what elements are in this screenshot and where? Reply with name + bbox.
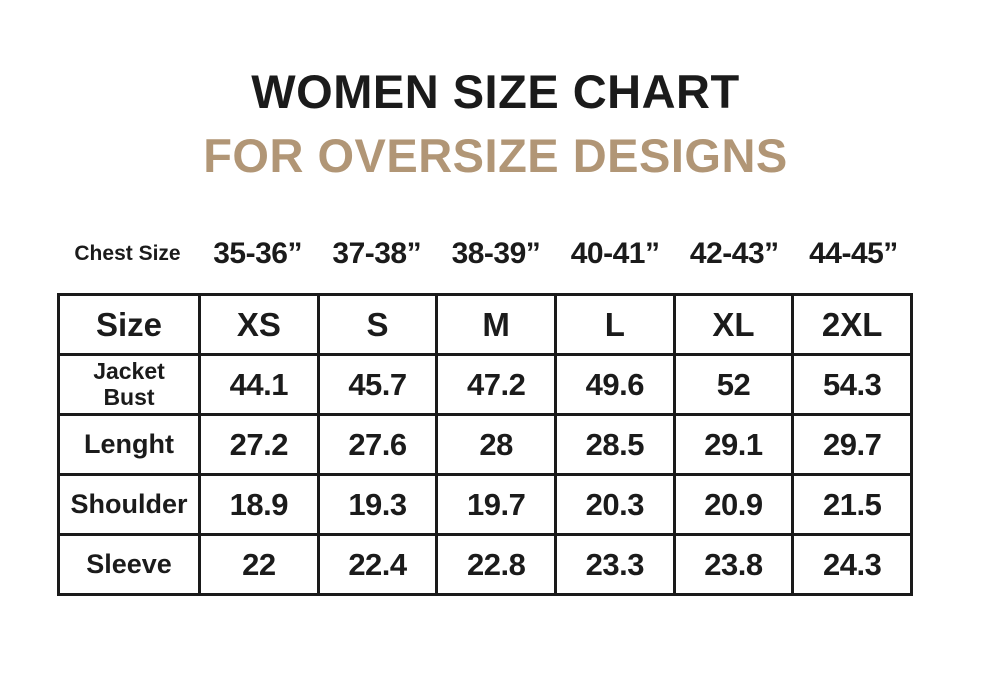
data-cell: 18.9 xyxy=(198,473,320,536)
chest-size-value-m: 38-39” xyxy=(451,237,541,270)
row-label-shoulder: Shoulder xyxy=(57,473,201,536)
table-row-lenght: Lenght 27.2 27.6 28 28.5 29.1 29.7 xyxy=(57,413,913,476)
table-row-shoulder: Shoulder 18.9 19.3 19.7 20.3 20.9 21.5 xyxy=(57,473,913,536)
row-label-sleeve: Sleeve xyxy=(57,533,201,596)
size-table: Size XS S M L XL 2XL Jacket Bust 44.1 45… xyxy=(57,293,913,596)
data-cell: 47.2 xyxy=(435,353,557,416)
chest-size-value-l: 40-41” xyxy=(570,237,660,270)
data-cell: 28.5 xyxy=(553,413,676,476)
column-header-s: S xyxy=(316,293,439,356)
chest-size-label: Chest Size xyxy=(74,242,181,265)
row-label-lenght: Lenght xyxy=(57,413,201,476)
data-cell: 54.3 xyxy=(791,353,913,416)
column-header-l: L xyxy=(553,293,676,356)
data-cell: 27.6 xyxy=(316,413,439,476)
column-header-m: M xyxy=(435,293,557,356)
data-cell: 44.1 xyxy=(198,353,320,416)
data-cell: 20.9 xyxy=(672,473,795,536)
data-cell: 27.2 xyxy=(198,413,320,476)
table-row-jacket-bust: Jacket Bust 44.1 45.7 47.2 49.6 52 54.3 xyxy=(57,353,913,416)
data-cell: 29.7 xyxy=(791,413,913,476)
data-cell: 22 xyxy=(198,533,320,596)
data-cell: 49.6 xyxy=(553,353,676,416)
table-header-row: Size XS S M L XL 2XL xyxy=(57,293,913,356)
data-cell: 21.5 xyxy=(791,473,913,536)
chest-size-value-2xl: 44-45” xyxy=(809,237,898,270)
row-label-jacket-bust: Jacket Bust xyxy=(57,353,201,416)
chest-size-value-xl: 42-43” xyxy=(689,237,779,270)
data-cell: 23.8 xyxy=(672,533,795,596)
data-cell: 45.7 xyxy=(316,353,439,416)
page-subtitle: FOR OVERSIZE DESIGNS xyxy=(203,129,788,182)
chest-size-row: Chest Size 35-36” 37-38” 38-39” 40-41” 4… xyxy=(57,233,913,275)
chest-size-value-s: 37-38” xyxy=(332,237,422,270)
page-title: WOMEN SIZE CHART xyxy=(251,65,740,118)
data-cell: 23.3 xyxy=(553,533,676,596)
column-header-xl: XL xyxy=(672,293,795,356)
data-cell: 28 xyxy=(435,413,557,476)
column-header-2xl: 2XL xyxy=(791,293,913,356)
data-cell: 19.7 xyxy=(435,473,557,536)
data-cell: 20.3 xyxy=(553,473,676,536)
size-corner-header: Size xyxy=(57,293,201,356)
data-cell: 24.3 xyxy=(791,533,913,596)
data-cell: 52 xyxy=(672,353,795,416)
data-cell: 29.1 xyxy=(672,413,795,476)
data-cell: 19.3 xyxy=(316,473,439,536)
data-cell: 22.8 xyxy=(435,533,557,596)
data-cell: 22.4 xyxy=(316,533,439,596)
chest-size-value-xs: 35-36” xyxy=(213,237,302,270)
table-row-sleeve: Sleeve 22 22.4 22.8 23.3 23.8 24.3 xyxy=(57,533,913,596)
column-header-xs: XS xyxy=(198,293,320,356)
